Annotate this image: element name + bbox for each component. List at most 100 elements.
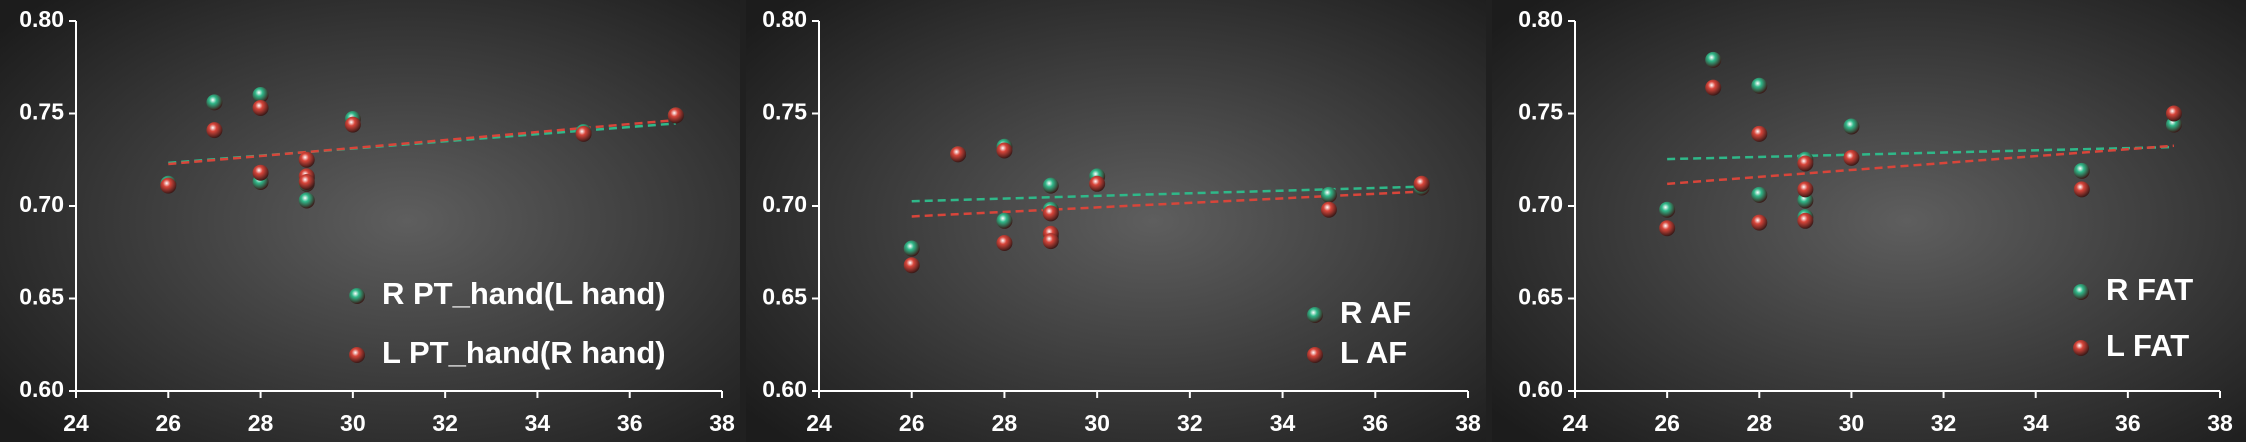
- data-point: [252, 164, 269, 181]
- x-tick-label: 28: [1746, 410, 1772, 436]
- data-point: [575, 125, 592, 142]
- x-tick-label: 24: [1562, 410, 1588, 436]
- x-tick-label: 26: [899, 410, 925, 436]
- x-tick-label: 36: [1362, 410, 1388, 436]
- y-tick-label: 0.60: [762, 376, 807, 402]
- data-point: [996, 142, 1013, 159]
- panel-background: [746, 0, 1486, 442]
- data-point: [1413, 175, 1430, 192]
- x-tick-label: 32: [1177, 410, 1203, 436]
- panel-background: [0, 0, 740, 442]
- data-point: [344, 116, 361, 133]
- trend-line: [911, 185, 1422, 203]
- y-tick-label: 0.65: [1518, 284, 1563, 310]
- legend-marker: [2073, 340, 2089, 356]
- data-point: [1751, 125, 1768, 142]
- data-point: [1042, 205, 1059, 222]
- chart-panel: 0.60 0.65 0.70 0.75 0.80 24 26 28 30 32 34 36 38 R FA…: [1492, 0, 2246, 442]
- data-point: [1797, 212, 1814, 229]
- x-tick-label: 38: [709, 410, 735, 436]
- y-tick-label: 0.70: [762, 191, 807, 217]
- chart-panel: 0.60 0.65 0.70 0.75 0.80 24 26 28 30 32 34 36 38 R PT…: [0, 0, 740, 442]
- data-point: [1320, 201, 1337, 218]
- x-tick-label: 36: [2115, 410, 2141, 436]
- x-tick-label: 30: [1839, 410, 1865, 436]
- legend-label: L PT_hand(R hand): [382, 335, 666, 370]
- legend-label: R AF: [1340, 295, 1411, 330]
- data-point: [996, 235, 1013, 251]
- data-point: [298, 151, 315, 168]
- data-point: [1042, 233, 1059, 250]
- x-tick-label: 24: [806, 410, 832, 436]
- data-point: [903, 240, 920, 257]
- x-tick-label: 34: [1270, 410, 1296, 436]
- data-point: [1042, 177, 1059, 194]
- data-point: [1797, 181, 1814, 198]
- y-tick-label: 0.75: [1518, 99, 1563, 125]
- legend-marker: [1307, 307, 1323, 323]
- legend-marker: [349, 288, 365, 304]
- data-point: [298, 173, 315, 190]
- data-point: [1751, 186, 1768, 203]
- legend-marker: [1307, 347, 1323, 363]
- y-tick-label: 0.65: [19, 284, 64, 310]
- data-point: [1705, 79, 1722, 96]
- legend-label: L AF: [1340, 335, 1407, 370]
- data-point: [996, 212, 1013, 229]
- y-tick-label: 0.70: [19, 191, 64, 217]
- y-tick-label: 0.75: [762, 99, 807, 125]
- trend-line: [911, 190, 1422, 218]
- data-point: [1705, 51, 1722, 68]
- data-point: [903, 257, 920, 274]
- data-point: [667, 107, 684, 124]
- x-tick-label: 26: [1654, 410, 1680, 436]
- data-point: [1751, 214, 1768, 231]
- data-point: [1751, 77, 1768, 94]
- y-tick-label: 0.60: [1518, 376, 1563, 402]
- data-point: [206, 94, 223, 111]
- trend-line: [1667, 144, 2175, 186]
- data-point: [2165, 116, 2182, 133]
- data-point: [2165, 105, 2182, 122]
- data-point: [206, 122, 223, 139]
- data-point: [1797, 155, 1814, 172]
- legend-label: R PT_hand(L hand): [382, 276, 666, 311]
- y-tick-label: 0.80: [1518, 6, 1563, 32]
- data-point: [1797, 192, 1814, 209]
- data-point: [2073, 162, 2090, 179]
- legend-marker: [349, 347, 365, 363]
- x-tick-label: 34: [525, 410, 551, 436]
- x-tick-label: 30: [340, 410, 366, 436]
- y-tick-label: 0.80: [762, 6, 807, 32]
- x-tick-label: 28: [992, 410, 1018, 436]
- data-point: [1843, 149, 1860, 166]
- data-point: [1659, 201, 1676, 218]
- panel-background: [1492, 0, 2246, 442]
- x-tick-label: 36: [617, 410, 643, 436]
- data-point: [1659, 220, 1676, 237]
- x-tick-label: 26: [155, 410, 181, 436]
- data-point: [298, 192, 315, 209]
- y-tick-label: 0.75: [19, 99, 64, 125]
- x-tick-label: 30: [1084, 410, 1110, 436]
- x-tick-label: 28: [248, 410, 274, 436]
- legend-label: R FAT: [2106, 272, 2193, 307]
- trend-line: [168, 118, 676, 166]
- data-point: [2073, 181, 2090, 198]
- legend-label: L FAT: [2106, 328, 2189, 363]
- data-point: [1320, 186, 1337, 203]
- data-point: [950, 146, 967, 163]
- x-tick-label: 34: [2023, 410, 2049, 436]
- data-point: [252, 99, 269, 116]
- data-point: [252, 87, 269, 103]
- x-tick-label: 38: [1455, 410, 1481, 436]
- y-tick-label: 0.60: [19, 376, 64, 402]
- x-tick-label: 32: [432, 410, 458, 436]
- x-tick-label: 32: [1931, 410, 1957, 436]
- y-tick-label: 0.80: [19, 6, 64, 32]
- y-tick-label: 0.65: [762, 284, 807, 310]
- trend-line: [1667, 145, 2174, 161]
- legend-marker: [2073, 284, 2089, 300]
- data-point: [160, 177, 177, 194]
